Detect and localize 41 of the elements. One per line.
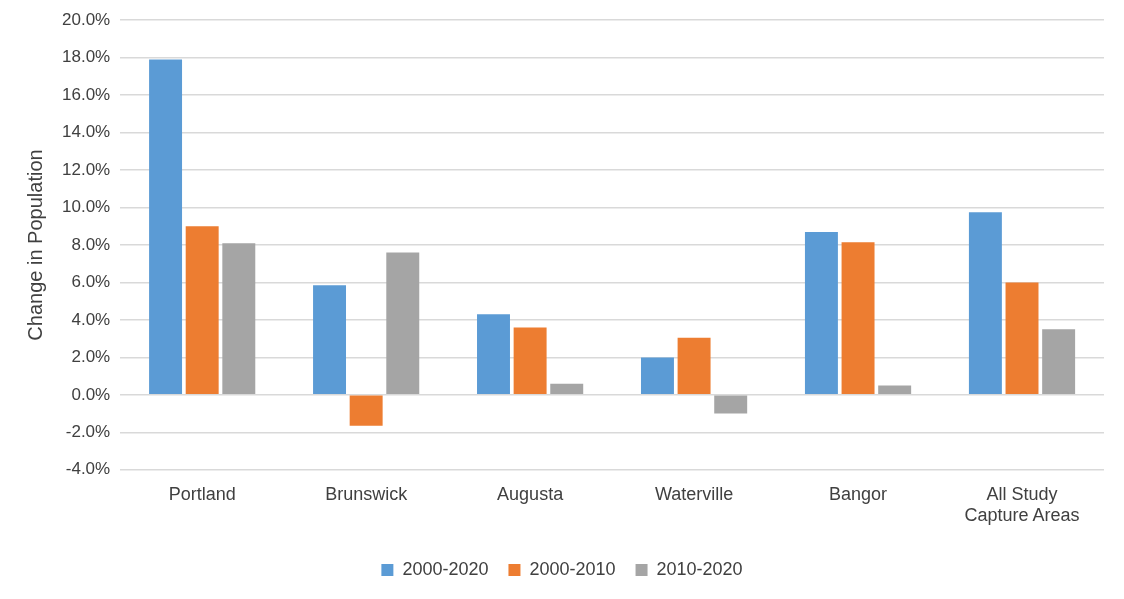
y-tick-label: 20.0% [62, 9, 111, 29]
legend-label: 2010-2020 [656, 558, 743, 579]
bar [222, 243, 256, 395]
y-tick-label: -2.0% [65, 422, 111, 442]
y-axis-title: Change in Population [23, 149, 46, 341]
bar [349, 395, 383, 426]
legend-label: 2000-2020 [402, 558, 489, 579]
y-tick-label: 12.0% [62, 159, 111, 179]
y-tick-label: 0.0% [71, 384, 111, 404]
y-tick-label: 16.0% [62, 84, 111, 104]
bar [968, 212, 1002, 395]
y-tick-label: 18.0% [62, 47, 111, 67]
legend-label: 2000-2010 [529, 558, 616, 579]
x-tick-label: Brunswick [325, 483, 409, 504]
x-tick-label: Waterville [654, 483, 734, 504]
x-tick-label: Augusta [497, 483, 565, 504]
bar [313, 285, 347, 395]
y-tick-label: 10.0% [62, 197, 111, 217]
bar [550, 383, 584, 395]
y-tick-label: 2.0% [71, 347, 111, 367]
x-tick-label: Bangor [829, 483, 888, 504]
bar [149, 59, 183, 395]
bar [477, 314, 510, 395]
y-tick-label: 6.0% [71, 272, 111, 292]
bar [513, 327, 547, 395]
bar [640, 357, 674, 395]
x-tick-label: Portland [168, 483, 236, 504]
bar [185, 226, 219, 395]
bar [714, 395, 748, 414]
y-tick-label: 8.0% [71, 234, 111, 254]
y-tick-label: 14.0% [62, 122, 111, 142]
bar [841, 242, 875, 395]
bar [677, 337, 711, 395]
y-tick-label: -4.0% [65, 459, 111, 479]
bar [1042, 329, 1076, 395]
bar [386, 252, 420, 395]
bar [878, 385, 912, 395]
bar [804, 231, 838, 395]
y-tick-label: 4.0% [71, 309, 111, 329]
bar [1005, 282, 1039, 395]
x-tick-label: All Study Capture Areas [964, 483, 1080, 526]
